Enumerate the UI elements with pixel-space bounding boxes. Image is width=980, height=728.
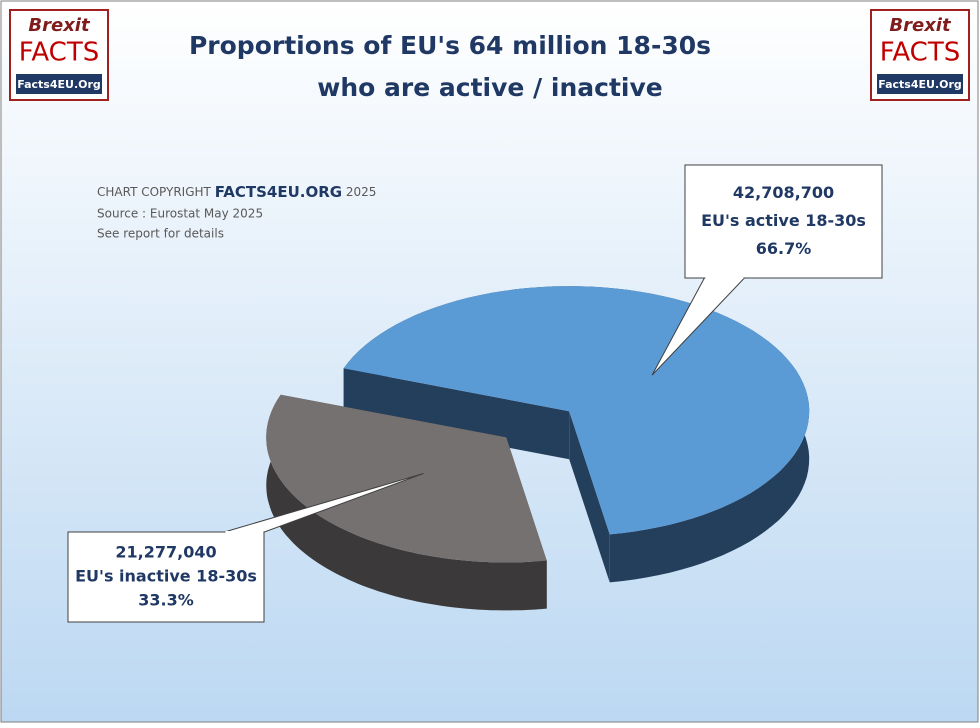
- chart-title: who are active / inactive: [317, 73, 662, 102]
- note: See report for details: [97, 227, 224, 241]
- pie: [266, 286, 810, 611]
- logo: Brexit FACTS Facts4EU.Org: [9, 9, 109, 101]
- value-label: 42,708,700: [733, 183, 834, 202]
- slice: [343, 286, 810, 535]
- logo-text: FACTS: [19, 38, 99, 68]
- logo-text: Brexit: [889, 15, 952, 36]
- copyright-brand: FACTS4EU.ORG: [215, 183, 342, 201]
- category-label: EU's active 18-30s: [701, 211, 866, 230]
- callout-box: [684, 164, 883, 279]
- logo-text: Brexit: [28, 15, 91, 36]
- callouts: 42,708,700 EU's active 18-30s 66.7% 21,277,…: [67, 164, 883, 623]
- logo-text: FACTS: [880, 38, 960, 68]
- slice-side: [266, 394, 547, 611]
- logo-bar: [16, 74, 102, 94]
- callout-box: [67, 531, 265, 623]
- percent-label: 66.7%: [756, 239, 812, 258]
- value-label: 21,277,040: [115, 543, 216, 562]
- copyright-prefix: CHART COPYRIGHT: [97, 185, 212, 199]
- slice-side: [569, 411, 610, 583]
- copyright-year: 2025: [346, 185, 377, 199]
- logo: Brexit FACTS Facts4EU.Org: [870, 9, 970, 101]
- chart-title: Proportions of EU's 64 million 18-30s: [189, 31, 711, 60]
- percent-label: 33.3%: [138, 591, 194, 610]
- source: Source : Eurostat May 2025: [97, 207, 263, 221]
- category-label: EU's inactive 18-30s: [75, 567, 257, 586]
- slice-side: [343, 368, 570, 460]
- logo-text: Facts4EU.Org: [878, 78, 962, 91]
- logo-bar: [877, 74, 963, 94]
- copyright: CHART COPYRIGHT FACTS4EU.ORG 2025: [97, 183, 376, 201]
- logo-text: Facts4EU.Org: [17, 78, 101, 91]
